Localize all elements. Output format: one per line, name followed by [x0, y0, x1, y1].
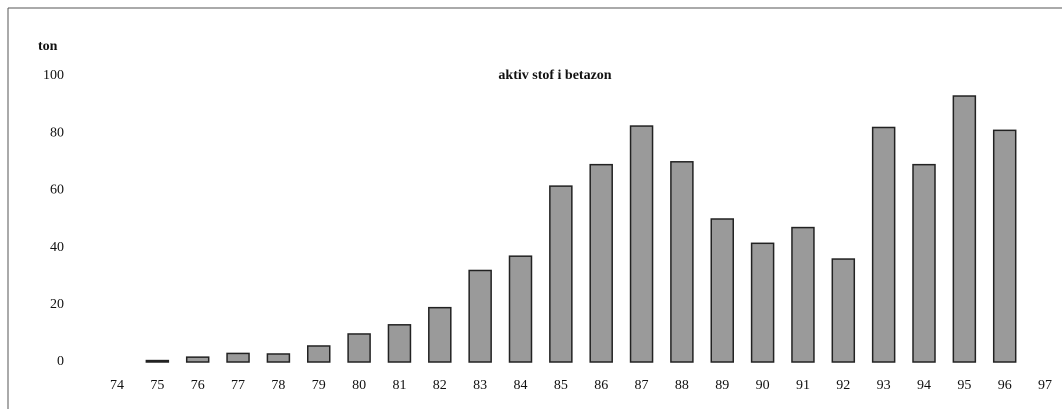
- bar: [347, 333, 371, 363]
- bar: [549, 185, 573, 363]
- x-tick-label: 95: [957, 378, 971, 393]
- x-tick-label: 87: [635, 378, 649, 393]
- bar: [670, 161, 694, 363]
- bar: [428, 306, 452, 363]
- bar: [266, 353, 291, 363]
- bar: [831, 258, 856, 363]
- x-tick-label: 79: [312, 378, 326, 393]
- x-tick-label: 85: [554, 378, 568, 393]
- x-tick-label: 81: [392, 378, 406, 393]
- x-tick-label: 80: [352, 378, 366, 393]
- bar: [629, 125, 654, 363]
- y-tick-label: 80: [50, 125, 64, 140]
- x-tick-label: 83: [473, 378, 487, 393]
- x-tick-label: 90: [756, 378, 770, 393]
- y-tick-label: 0: [57, 354, 64, 369]
- x-tick-label: 94: [917, 378, 931, 393]
- x-tick-label: 91: [796, 378, 810, 393]
- bar: [952, 95, 977, 363]
- x-tick-label: 93: [877, 378, 891, 393]
- x-tick-label: 78: [271, 378, 285, 393]
- bar: [589, 163, 613, 363]
- bar: [307, 345, 331, 363]
- x-tick-label: 89: [715, 378, 729, 393]
- bar: [750, 242, 775, 363]
- x-tick-label: 74: [110, 378, 124, 393]
- x-tick-label: 97: [1038, 378, 1052, 393]
- bar: [508, 255, 533, 363]
- bar: [710, 218, 734, 363]
- y-axis-label: ton: [38, 39, 58, 54]
- x-tick-label: 84: [514, 378, 528, 393]
- y-tick-label: 20: [50, 297, 64, 312]
- y-tick-label: 100: [43, 68, 64, 83]
- x-tick-label: 92: [836, 378, 850, 393]
- bar: [992, 129, 1017, 363]
- x-tick-label: 96: [998, 378, 1012, 393]
- chart-title: aktiv stof i betazon: [498, 68, 611, 83]
- x-tick-label: 82: [433, 378, 447, 393]
- bar: [791, 226, 815, 363]
- y-tick-label: 40: [50, 240, 64, 255]
- x-tick-label: 76: [191, 378, 205, 393]
- bar: [387, 324, 412, 363]
- x-tick-label: 77: [231, 378, 245, 393]
- bar: [145, 359, 170, 363]
- bar: [912, 163, 936, 363]
- y-tick-label: 60: [50, 183, 64, 198]
- bar: [468, 269, 492, 363]
- x-tick-label: 88: [675, 378, 689, 393]
- bar: [185, 356, 210, 363]
- bar: [226, 352, 250, 363]
- bar: [871, 126, 896, 363]
- x-tick-label: 86: [594, 378, 608, 393]
- x-tick-label: 75: [150, 378, 164, 393]
